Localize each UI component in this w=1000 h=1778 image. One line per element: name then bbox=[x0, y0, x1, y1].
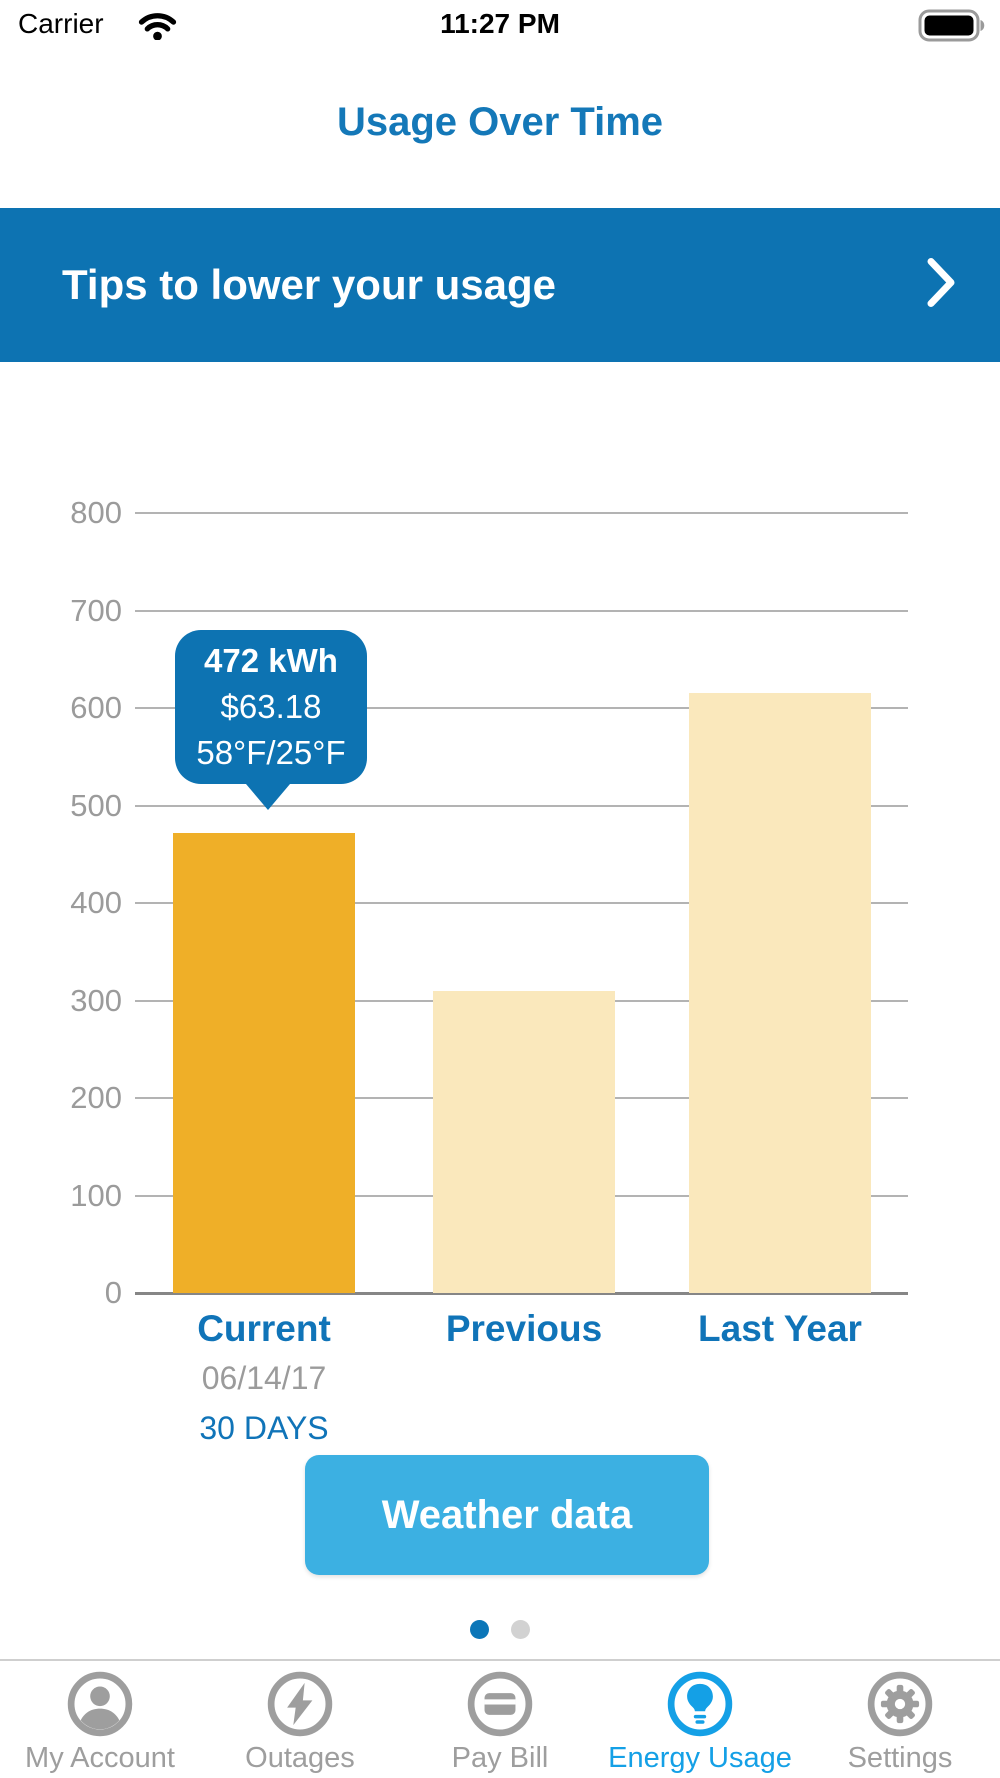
usage-bar-chart: 472 kWh $63.18 58°F/25°F Current Previou… bbox=[70, 495, 908, 1446]
tooltip-weather-value: 58°F/25°F bbox=[196, 734, 346, 771]
y-axis-label-800: 800 bbox=[70, 495, 122, 530]
tab-bar: My Account Outages Pay Bill bbox=[0, 1659, 1000, 1778]
lightbulb-icon bbox=[667, 1671, 733, 1737]
weather-data-label: Weather data bbox=[381, 1492, 633, 1537]
x-label-current: Current bbox=[197, 1308, 331, 1349]
current-bar-tooltip: 472 kWh $63.18 58°F/25°F bbox=[175, 630, 367, 810]
gridline-600 bbox=[135, 707, 908, 709]
y-axis-label-500: 500 bbox=[70, 787, 122, 823]
gridline-500 bbox=[135, 804, 908, 807]
y-axis-label-700: 700 bbox=[70, 592, 122, 628]
y-axis-label-300: 300 bbox=[70, 982, 122, 1018]
tab-my-account[interactable]: My Account bbox=[0, 1661, 200, 1778]
tips-banner-button[interactable]: Tips to lower your usage bbox=[0, 208, 1000, 362]
card-icon bbox=[467, 1671, 533, 1737]
y-axis-label-200: 200 bbox=[70, 1080, 122, 1115]
clock: 11:27 PM bbox=[440, 8, 560, 39]
tab-label: Pay Bill bbox=[451, 1742, 549, 1774]
x-label-previous: Previous bbox=[445, 1308, 603, 1349]
tooltip-kwh-value: 472 kWh bbox=[204, 642, 338, 679]
weather-data-button[interactable]: Weather data bbox=[305, 1455, 709, 1575]
bar-previous[interactable] bbox=[433, 990, 615, 1293]
gridline-700 bbox=[135, 609, 908, 612]
tab-label: Settings bbox=[847, 1742, 953, 1774]
y-axis-label-100: 100 bbox=[70, 1177, 122, 1213]
tooltip-cost-value: $63.18 bbox=[220, 688, 322, 725]
current-period-date: 06/14/17 bbox=[201, 1360, 327, 1396]
tab-label: Energy Usage bbox=[608, 1742, 792, 1774]
battery-icon bbox=[918, 9, 986, 47]
gridline-800 bbox=[135, 512, 908, 514]
tab-settings[interactable]: Settings bbox=[800, 1661, 1000, 1778]
page-indicator bbox=[0, 1620, 1000, 1640]
carrier-label: Carrier bbox=[18, 8, 104, 39]
y-axis-label-400: 400 bbox=[70, 885, 122, 920]
tab-energy-usage[interactable]: Energy Usage bbox=[600, 1661, 800, 1778]
y-axis-label-600: 600 bbox=[70, 690, 122, 725]
tab-label: Outages bbox=[245, 1742, 355, 1774]
current-period-length: 30 DAYS bbox=[199, 1410, 329, 1446]
tab-pay-bill[interactable]: Pay Bill bbox=[400, 1661, 600, 1778]
person-icon bbox=[67, 1671, 133, 1737]
tab-outages[interactable]: Outages bbox=[200, 1661, 400, 1778]
page-dot-2[interactable] bbox=[511, 1620, 530, 1639]
bar-current[interactable] bbox=[173, 832, 355, 1293]
tips-banner-label: Tips to lower your usage bbox=[62, 261, 556, 308]
status-bar: Carrier 11:27 PM bbox=[0, 0, 1000, 52]
bar-last-year[interactable] bbox=[689, 693, 871, 1293]
y-axis-label-0: 0 bbox=[104, 1275, 122, 1310]
page-dot-1[interactable] bbox=[470, 1620, 489, 1639]
gridline-400 bbox=[135, 902, 908, 904]
wifi-icon bbox=[138, 10, 177, 45]
page-title: Usage Over Time bbox=[336, 100, 664, 144]
chevron-right-icon bbox=[926, 257, 956, 314]
gear-icon bbox=[867, 1671, 933, 1737]
tab-label: My Account bbox=[25, 1742, 175, 1774]
x-label-last-year: Last Year bbox=[698, 1308, 862, 1349]
gridline-0 bbox=[135, 1292, 908, 1295]
lightning-icon bbox=[267, 1671, 333, 1737]
